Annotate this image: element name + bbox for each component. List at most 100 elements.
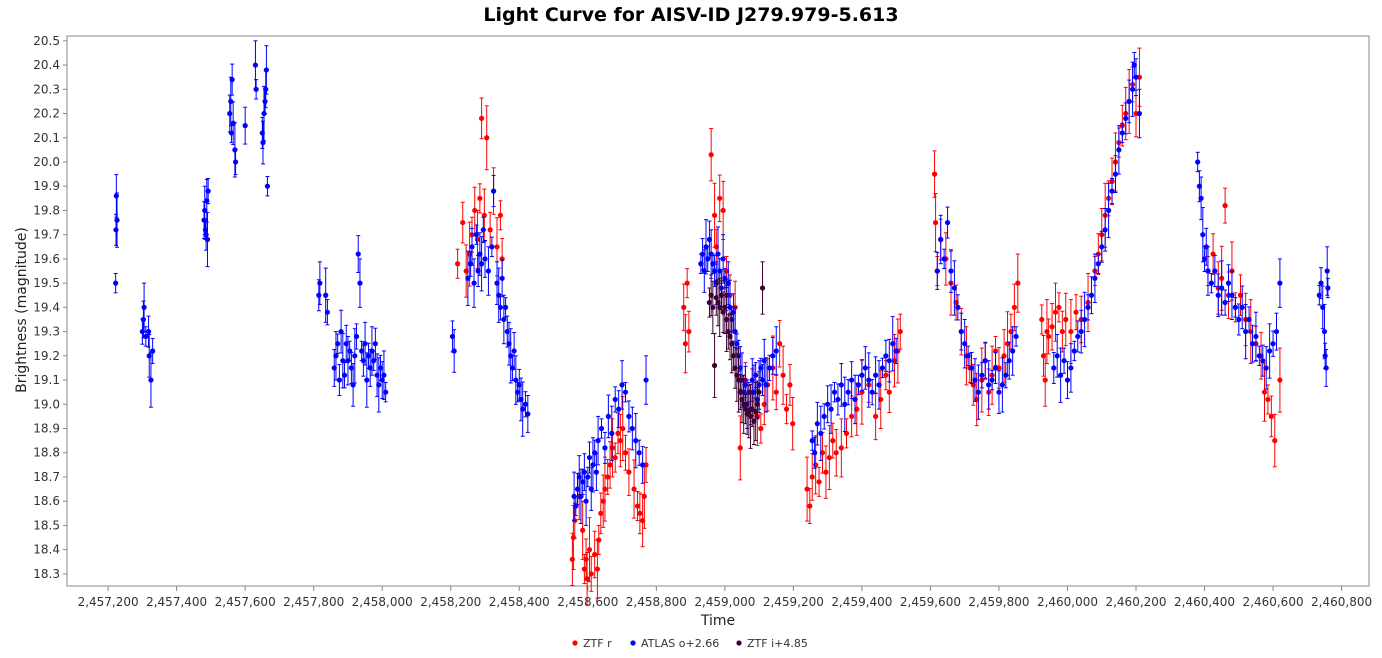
data-point (584, 576, 590, 582)
data-point (150, 348, 156, 354)
data-point (469, 244, 475, 250)
data-point (1322, 353, 1328, 359)
data-point (1215, 292, 1221, 298)
data-point (1011, 304, 1017, 310)
data-point (955, 304, 961, 310)
data-point (838, 382, 844, 388)
data-point (478, 261, 485, 267)
data-point (324, 309, 330, 315)
data-point (1068, 328, 1074, 335)
y-tick-label: 19.8 (33, 203, 60, 217)
data-point (595, 438, 601, 444)
data-point (1092, 275, 1098, 281)
data-point (143, 333, 149, 340)
data-point (1095, 261, 1101, 267)
data-point (1261, 389, 1268, 395)
data-point (228, 98, 234, 105)
data-point (807, 503, 813, 509)
data-point (316, 292, 322, 298)
data-point (381, 372, 387, 378)
x-tick-label: 2,460,200 (1105, 595, 1166, 609)
data-point (1049, 324, 1055, 330)
y-tick-label: 19.5 (33, 276, 60, 290)
y-tick-label: 19.3 (33, 325, 60, 339)
data-point (485, 268, 492, 274)
y-tick-label: 19.1 (33, 373, 60, 387)
x-tick-label: 2,458,000 (352, 595, 413, 609)
data-point (866, 377, 872, 383)
data-point (756, 389, 762, 395)
data-point (790, 421, 796, 427)
data-point (1195, 159, 1201, 165)
data-point (616, 406, 622, 412)
data-point (1324, 268, 1330, 274)
data-point (720, 256, 726, 262)
data-point (607, 462, 613, 468)
data-point (471, 280, 477, 286)
data-point (873, 413, 879, 419)
data-point (1272, 438, 1278, 444)
data-point (1243, 328, 1249, 335)
data-point (592, 551, 598, 558)
data-point (383, 389, 389, 395)
data-point (362, 341, 368, 347)
data-point (253, 86, 259, 92)
y-tick-label: 19.7 (33, 228, 60, 242)
y-tick-label: 19.9 (33, 179, 60, 193)
data-point (1229, 292, 1235, 298)
data-point (830, 438, 836, 444)
data-point (353, 333, 360, 340)
data-point (932, 219, 939, 226)
legend-label: ATLAS o+2.66 (641, 637, 719, 650)
data-point (1001, 353, 1007, 359)
data-point (620, 425, 626, 432)
y-tick-label: 18.9 (33, 422, 60, 436)
data-point (715, 251, 721, 257)
data-point (596, 537, 602, 543)
data-point (1277, 377, 1283, 383)
data-point (763, 382, 769, 388)
data-point (593, 469, 599, 475)
data-point (1249, 341, 1256, 347)
data-point (602, 486, 608, 492)
data-point (1073, 309, 1079, 315)
data-point (1059, 328, 1065, 335)
data-point (609, 430, 615, 436)
data-point (1222, 299, 1228, 306)
data-point (202, 207, 208, 214)
data-point (1119, 130, 1125, 136)
legend-item: ATLAS o+2.66 (630, 637, 719, 650)
y-tick-label: 20.4 (33, 58, 60, 72)
data-point (720, 207, 726, 214)
data-point (364, 377, 370, 383)
data-point (842, 401, 848, 407)
data-point (581, 469, 587, 475)
x-tick-label: 2,459,600 (900, 595, 961, 609)
data-point (941, 256, 947, 262)
data-point (1273, 328, 1280, 335)
data-point (1212, 268, 1218, 274)
data-point (352, 353, 358, 359)
data-point (634, 503, 641, 509)
y-tick-label: 19.4 (33, 300, 60, 314)
data-point (497, 212, 504, 218)
data-point (622, 389, 629, 395)
data-point (787, 382, 793, 388)
data-point (1054, 353, 1060, 359)
data-point (355, 251, 361, 257)
data-point (205, 188, 211, 194)
data-point (357, 280, 363, 286)
data-point (1085, 304, 1091, 310)
data-point (989, 377, 995, 383)
data-point (626, 469, 632, 475)
data-point (501, 316, 507, 323)
y-tick-label: 18.5 (33, 518, 60, 532)
data-point (227, 110, 233, 117)
data-points (113, 40, 1331, 606)
x-axis: 2,457,200 2,457,400 2,457,600 2,457,800 2,45… (78, 586, 1372, 609)
data-point (260, 140, 266, 146)
data-point (886, 358, 892, 364)
data-point (612, 396, 618, 403)
data-point (982, 358, 988, 364)
data-point (502, 304, 509, 310)
